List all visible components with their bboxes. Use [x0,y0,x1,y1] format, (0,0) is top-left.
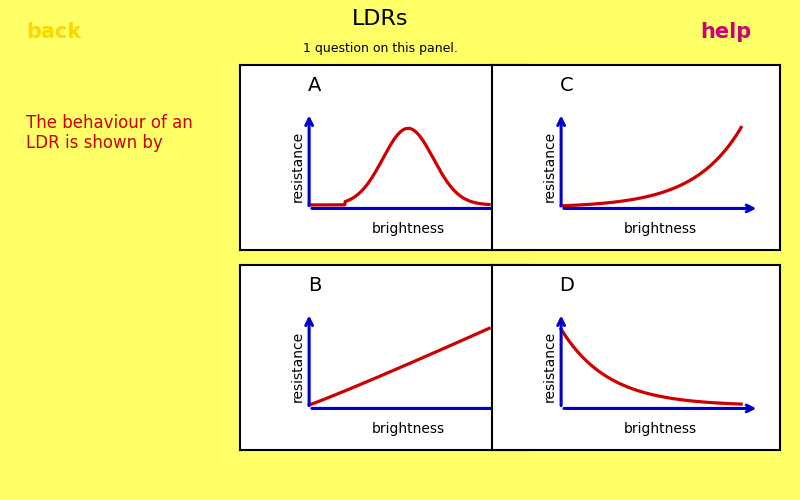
Text: LDRs: LDRs [352,9,408,29]
Text: resistance: resistance [542,331,557,402]
Text: C: C [560,76,574,95]
Text: The behaviour of an
LDR is shown by: The behaviour of an LDR is shown by [26,114,193,152]
Text: brightness: brightness [623,422,697,436]
Text: resistance: resistance [290,131,305,202]
Text: brightness: brightness [371,422,445,436]
Text: back: back [26,22,82,42]
Text: A: A [308,76,322,95]
Text: B: B [308,276,322,295]
Text: brightness: brightness [371,222,445,236]
Text: resistance: resistance [290,331,305,402]
Text: help: help [700,22,752,42]
Text: 1 question on this panel.: 1 question on this panel. [302,42,458,56]
Text: brightness: brightness [623,222,697,236]
Text: resistance: resistance [542,131,557,202]
Text: D: D [559,276,574,295]
